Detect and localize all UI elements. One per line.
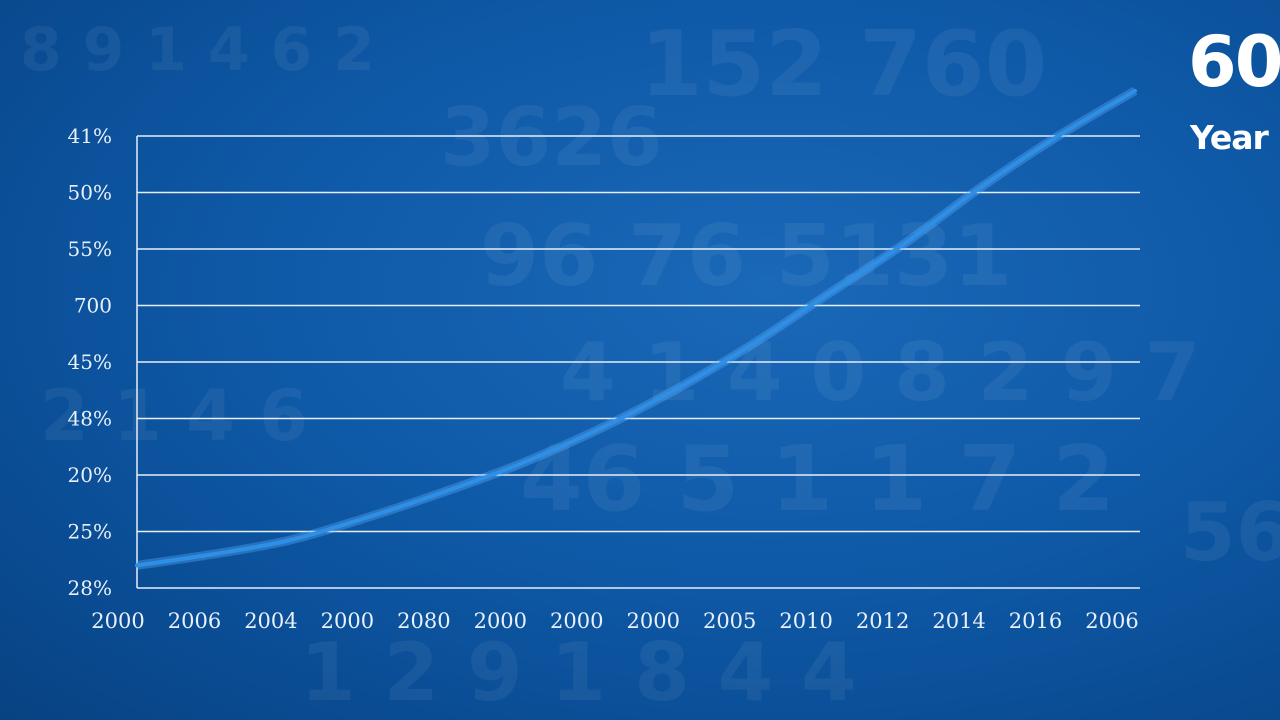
series-line-glow [136,86,1138,570]
corner-headline-label: Year [1190,118,1269,157]
svg-text:2 1 4 6: 2 1 4 6 [40,375,308,457]
y-tick-label: 700 [74,294,112,318]
y-axis-ticks: 41% 50% 55% 700 45% 48% 20% 25% 28% [68,124,112,600]
x-tick-label: 2000 [627,609,680,633]
svg-text:3626: 3626 [440,91,663,184]
x-tick-label: 2080 [397,609,450,633]
svg-text:56: 56 [1180,486,1280,579]
svg-text:46 5 1 1 7 2: 46 5 1 1 7 2 [520,427,1115,532]
x-tick-label: 2004 [244,609,297,633]
x-tick-label: 2000 [550,609,603,633]
y-tick-label: 50% [68,181,112,205]
x-tick-label: 2012 [856,609,909,633]
x-tick-label: 2014 [932,609,985,633]
y-tick-label: 25% [68,520,112,544]
y-tick-label: 28% [68,576,112,600]
svg-text:152 760: 152 760 [640,12,1047,117]
corner-headline-number: 60 [1188,21,1280,103]
series-line [135,88,1137,568]
series-layer [135,86,1138,570]
y-tick-label: 55% [68,237,112,261]
svg-text:8 9 1 4 6 2: 8 9 1 4 6 2 [20,15,375,85]
svg-text:4 1 4 0 8 2 9 7: 4 1 4 0 8 2 9 7 [560,326,1200,419]
y-tick-label: 48% [68,407,112,431]
y-tick-label: 41% [68,124,112,148]
x-tick-label: 2006 [168,609,221,633]
y-tick-label: 45% [68,350,112,374]
x-axis-ticks: 2000 2006 2004 2000 2080 2000 2000 2000 2005 2010… [91,609,1138,633]
x-tick-label: 2000 [474,609,527,633]
x-tick-label: 2000 [321,609,374,633]
y-tick-label: 20% [68,463,112,487]
x-tick-label: 2006 [1085,609,1138,633]
gridlines [136,135,1140,589]
x-tick-label: 2005 [703,609,756,633]
x-tick-label: 2016 [1009,609,1062,633]
svg-text:1 2 9 1 8 4 4: 1 2 9 1 8 4 4 [300,626,857,719]
x-tick-label: 2010 [779,609,832,633]
svg-text:96 76 5131: 96 76 5131 [480,207,1012,306]
x-tick-label: 2000 [91,609,144,633]
